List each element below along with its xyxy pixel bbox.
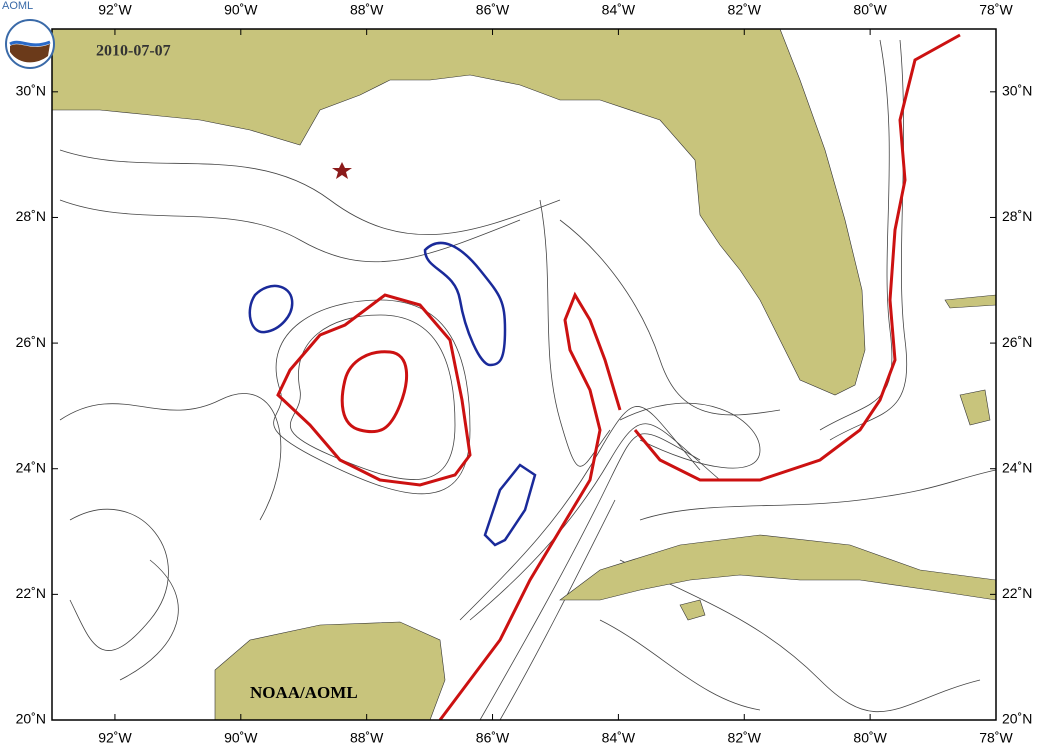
x-tick-label: 92˚W	[98, 2, 132, 18]
x-tick-label: 92˚W	[98, 730, 132, 746]
x-tick-label: 86˚W	[476, 730, 510, 746]
cuba	[559, 534, 996, 601]
y-tick-label: 28˚N	[1002, 208, 1032, 224]
date-label: 2010-07-07	[96, 43, 171, 60]
north-america	[52, 29, 866, 396]
credit-label: NOAA/AOML	[250, 683, 358, 702]
x-tick-label: 80˚W	[853, 2, 887, 18]
y-tick-label: 28˚N	[16, 208, 46, 224]
y-tick-label: 22˚N	[1002, 585, 1032, 601]
site-marker	[332, 162, 352, 179]
logo	[5, 19, 55, 69]
y-tick-label: 24˚N	[16, 459, 46, 475]
map-body	[52, 29, 996, 720]
x-tick-label: 78˚W	[979, 730, 1013, 746]
x-tick-label: 88˚W	[350, 2, 384, 18]
y-tick-label: 26˚N	[1002, 334, 1032, 350]
x-tick-label: 86˚W	[476, 2, 510, 18]
y-tick-label: 20˚N	[16, 711, 46, 727]
x-tick-label: 80˚W	[853, 730, 887, 746]
x-tick-label: 90˚W	[224, 2, 258, 18]
land	[52, 29, 996, 720]
x-tick-label: 82˚W	[728, 2, 762, 18]
y-tick-label: 26˚N	[16, 334, 46, 350]
x-tick-label: 82˚W	[728, 730, 762, 746]
x-tick-label: 88˚W	[350, 730, 384, 746]
logo-text: AOML	[2, 0, 33, 12]
map-frame	[51, 28, 997, 721]
y-tick-label: 30˚N	[1002, 83, 1032, 99]
streamlines	[59, 39, 996, 720]
bahamas	[944, 294, 996, 426]
yucatan	[214, 621, 446, 720]
y-tick-label: 24˚N	[1002, 459, 1032, 475]
x-tick-label: 78˚W	[979, 2, 1013, 18]
x-tick-label: 90˚W	[224, 730, 258, 746]
y-tick-label: 30˚N	[16, 83, 46, 99]
isle-of-youth	[679, 599, 706, 621]
eddies	[248, 33, 961, 720]
x-tick-label: 84˚W	[602, 2, 636, 18]
y-tick-label: 20˚N	[1002, 711, 1032, 727]
x-tick-label: 84˚W	[602, 730, 636, 746]
y-tick-label: 22˚N	[16, 585, 46, 601]
